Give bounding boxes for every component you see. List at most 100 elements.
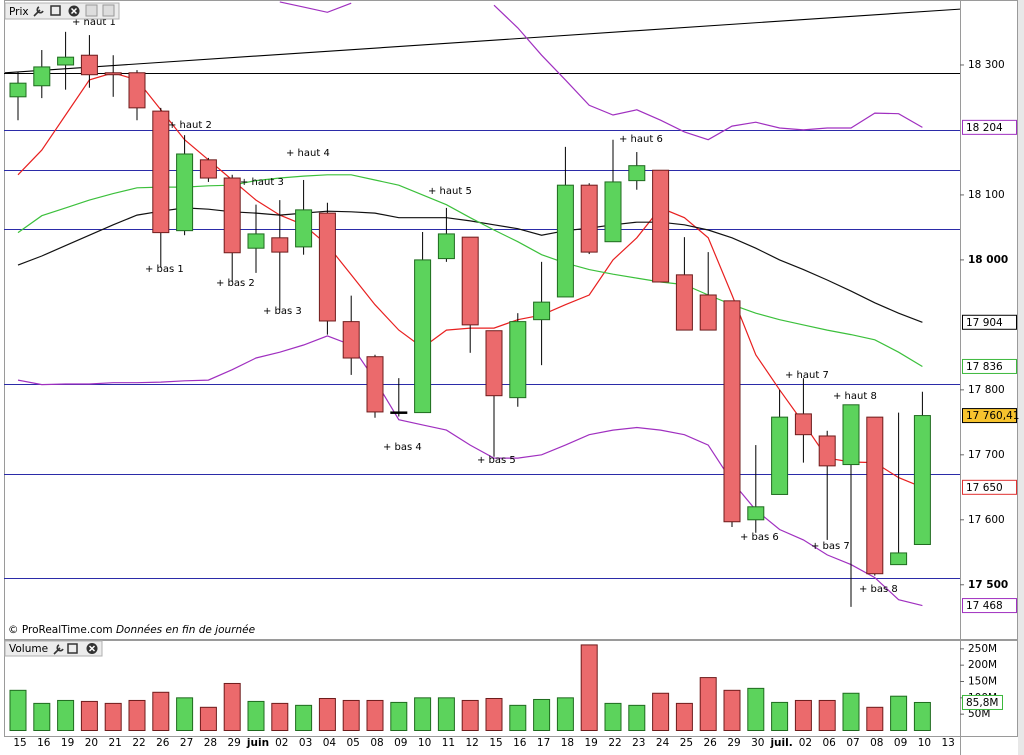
volume-bar (699, 677, 717, 731)
volume-bar (223, 682, 241, 731)
candle-body (675, 274, 693, 331)
price-label: 17 650 (966, 482, 1003, 494)
price-label: 17 760,41 (966, 410, 1019, 422)
annotation: + bas 8 (859, 584, 898, 595)
y-tick-label: 200M (968, 659, 997, 671)
y-tick-label: 250M (968, 643, 997, 655)
x-tick-label: 09 (394, 737, 407, 749)
candle-body (152, 110, 170, 234)
x-tick-label: 29 (727, 737, 740, 749)
axes: 18 300 18 100 18 000 17 800 17 700 17 600 17 5… (4, 59, 1019, 749)
volume-bar (57, 699, 75, 732)
trend-line (4, 8, 960, 74)
x-tick-label: 20 (85, 737, 98, 749)
y-tick-label: 18 300 (968, 59, 1005, 71)
candle-body (199, 159, 217, 179)
x-tick-label: 17 (537, 737, 550, 749)
volume-bar (80, 700, 98, 731)
volume-bar (628, 704, 646, 731)
candle-body (628, 165, 646, 182)
volume-bar (652, 692, 670, 731)
toolbar-title: Prix (9, 6, 29, 18)
volume-plot (9, 644, 931, 732)
x-tick-label: 02 (275, 737, 288, 749)
volume-bar (533, 698, 551, 732)
volume-bar (556, 697, 574, 731)
volume-bar (342, 699, 360, 732)
price-label-box (962, 408, 1017, 424)
x-tick-label: 26 (156, 737, 170, 749)
price-label: 17 468 (966, 600, 1003, 612)
candle-body (818, 435, 836, 467)
annotation: + haut 2 (168, 120, 212, 131)
annotation: + bas 7 (811, 541, 850, 552)
x-tick-label: 13 (942, 737, 955, 749)
price-label-box (962, 479, 1017, 495)
volume-bar (414, 697, 432, 731)
volume-bar (485, 697, 503, 732)
move-down-icon[interactable] (85, 4, 98, 17)
candle-body (461, 236, 479, 326)
volume-bar (771, 701, 789, 731)
price-label-box (962, 119, 1017, 135)
maximize-icon[interactable] (67, 643, 78, 654)
annotation: + bas 5 (477, 455, 516, 466)
x-tick-label: 10 (418, 737, 431, 749)
x-tick-label: 19 (61, 737, 74, 749)
x-tick-label: 26 (704, 737, 718, 749)
x-tick-label: 25 (680, 737, 693, 749)
candle-body (176, 153, 194, 232)
candle-body (223, 177, 241, 254)
annotation: + haut 1 (72, 17, 116, 28)
footer-note: Données en fin de journée (116, 624, 255, 636)
volume-bar (176, 697, 194, 731)
x-tick-label: 06 (823, 737, 837, 749)
volume-bar (271, 702, 289, 731)
candle-body (33, 66, 51, 87)
x-tick-label: juin (246, 737, 269, 749)
volume-bar (104, 702, 122, 731)
x-tick-label: 16 (513, 737, 527, 749)
move-up-icon[interactable] (102, 4, 115, 17)
candle-body (723, 300, 741, 523)
x-tick-label: 10 (918, 737, 931, 749)
value-label: 85,8M (966, 697, 998, 709)
volume-bar (604, 702, 622, 731)
x-tick-label: 16 (37, 737, 51, 749)
x-tick-label: juil. (769, 737, 792, 749)
annotation: + bas 1 (145, 264, 184, 275)
x-tick-label: 22 (608, 737, 621, 749)
candle-body (747, 506, 765, 521)
volume-bar (747, 687, 765, 732)
candle-body (247, 233, 265, 249)
x-tick-label: 27 (180, 737, 193, 749)
settings-icon[interactable] (53, 644, 64, 655)
candle-body (9, 82, 27, 98)
volume-bar (675, 702, 693, 731)
volume-bar (390, 701, 408, 731)
x-tick-label: 07 (846, 737, 859, 749)
volume-bar (152, 691, 170, 731)
x-tick-label: 09 (894, 737, 907, 749)
close-cross (88, 645, 96, 652)
volume-bar (723, 689, 741, 732)
y-tick-label: 18 100 (968, 189, 1005, 201)
candle-body (556, 184, 574, 298)
settings-icon[interactable] (33, 6, 44, 17)
annotation: + bas 2 (216, 278, 255, 289)
price-toolbar: Prix (4, 2, 120, 20)
x-tick-label: 03 (299, 737, 312, 749)
candle-body (890, 552, 908, 566)
x-tick-label: 23 (632, 737, 645, 749)
close-cross (70, 7, 78, 15)
maximize-icon[interactable] (50, 5, 61, 16)
annotation: + bas 4 (383, 442, 422, 453)
price-plot: + haut 1 + haut 2 + haut 3 + haut 4 + haut 5… (4, 1, 960, 607)
x-tick-label: 29 (228, 737, 241, 749)
candle-body (295, 209, 313, 248)
copyright: © ProRealTime.com (8, 624, 113, 636)
x-tick-label: 18 (561, 737, 574, 749)
candle-body (366, 356, 384, 413)
x-tick-label: 19 (585, 737, 598, 749)
